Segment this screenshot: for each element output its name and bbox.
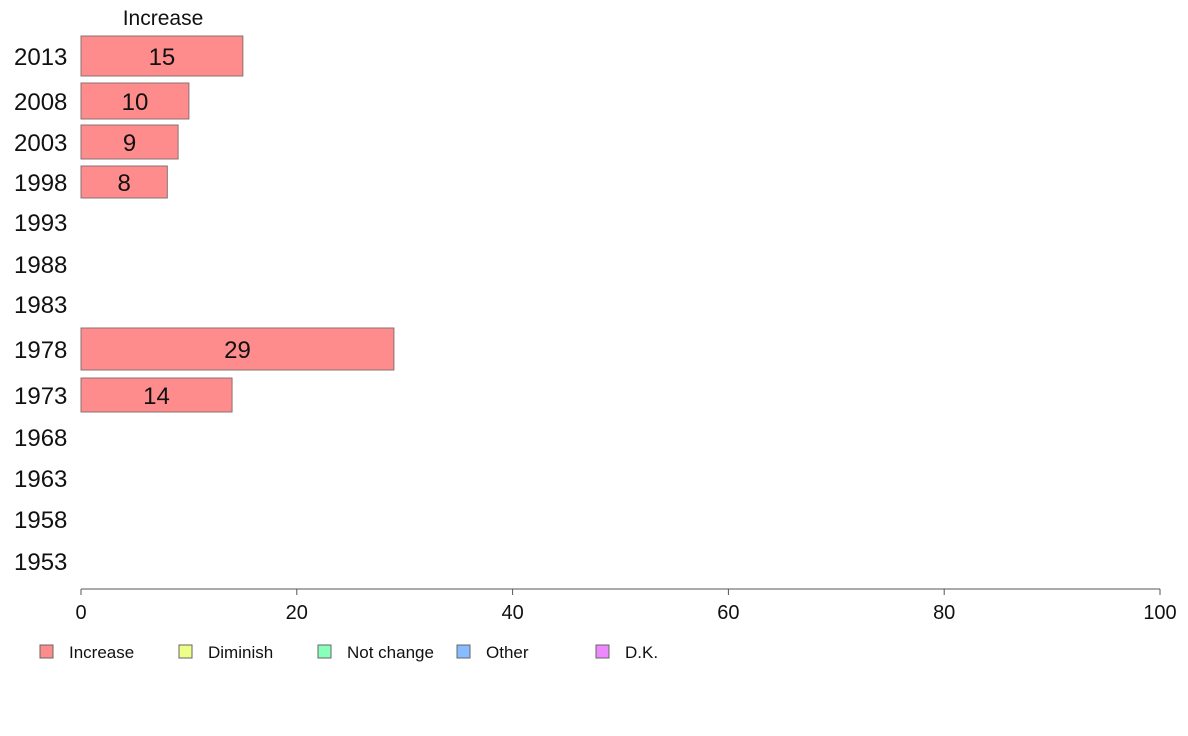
data-label: 9 [123,130,136,157]
y-tick-label: 1958 [14,507,67,534]
segment-label-increase: Increase [123,7,204,30]
data-label: 15 [149,44,176,71]
legend-swatch-not-change [317,644,332,659]
data-label: 29 [224,337,251,364]
legend-label-d-k: D.K. [625,643,658,662]
y-tick-label: 2013 [14,44,67,71]
x-tick-label: 100 [1143,602,1176,624]
legend: Increase Diminish Not change Other D.K. [39,643,658,662]
x-axis: 0 20 40 60 80 100 [75,588,1177,624]
legend-label-increase: Increase [69,643,134,662]
legend-swatch-other [456,644,471,659]
y-tick-label: 1988 [14,252,67,279]
y-tick-label: 1998 [14,170,67,197]
y-tick-label: 1993 [14,210,67,237]
legend-swatch-increase [39,644,54,659]
bar-increase-2003 [80,124,179,160]
legend-swatch-d-k [595,644,610,659]
segment-labels: Increase [123,7,204,30]
x-tick-label: 40 [501,602,523,624]
x-tick-label: 20 [286,602,308,624]
y-tick-label: 1973 [14,383,67,410]
y-tick-label: 1953 [14,549,67,576]
bar-increase-1998 [80,165,168,199]
legend-label-other: Other [486,643,529,662]
y-tick-label: 1968 [14,425,67,452]
x-tick-label: 60 [717,602,739,624]
y-tick-label: 2008 [14,89,67,116]
data-label: 14 [143,383,170,410]
legend-label-diminish: Diminish [208,643,273,662]
y-tick-label: 2003 [14,130,67,157]
legend-label-not-change: Not change [347,643,434,662]
data-label: 8 [117,170,130,197]
bar-increase-2008 [80,82,190,120]
x-tick-label: 80 [933,602,955,624]
data-label: 10 [122,89,149,116]
y-tick-label: 1963 [14,466,67,493]
bar-increase-2013 [80,35,244,77]
legend-swatch-diminish [178,644,193,659]
y-axis-labels: 2013 2008 2003 1998 1993 1988 1983 1978 1973 1968… [14,44,67,576]
bar-increase-1973 [80,377,233,413]
y-tick-label: 1983 [14,292,67,319]
x-tick-label: 0 [75,602,86,624]
bar-increase-1978 [80,327,395,371]
y-tick-label: 1978 [14,337,67,364]
